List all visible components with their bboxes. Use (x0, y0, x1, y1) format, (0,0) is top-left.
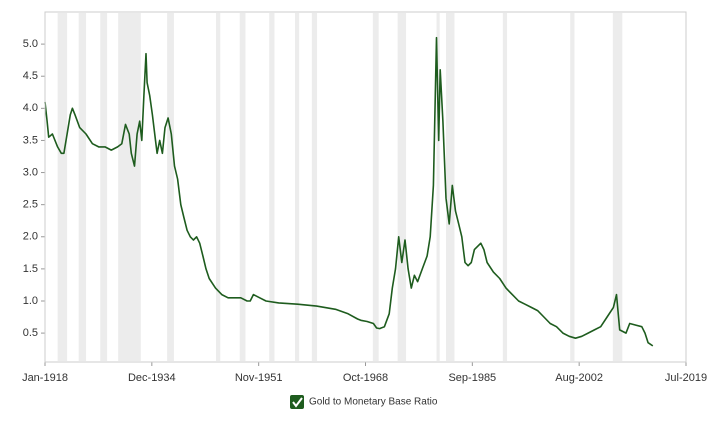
recession-band (118, 13, 141, 361)
x-tick-label: Oct-1968 (343, 372, 388, 384)
recession-band (100, 13, 108, 361)
recession-band (57, 13, 68, 361)
recession-band (294, 13, 300, 361)
x-tick-label: Nov-1951 (235, 372, 283, 384)
y-tick-label: 4.5 (23, 70, 38, 82)
x-tick-label: Jan-1918 (22, 372, 68, 384)
recession-band (239, 13, 246, 361)
y-tick-label: 0.5 (23, 327, 38, 339)
y-tick-label: 5.0 (23, 38, 38, 50)
recession-band (269, 13, 275, 361)
recession-band (612, 13, 623, 361)
recession-band (167, 13, 174, 361)
y-tick-label: 2.0 (23, 231, 38, 243)
plot-area (44, 11, 687, 363)
recession-band (397, 13, 407, 361)
x-tick-label: Sep-1985 (448, 372, 496, 384)
recession-band (372, 13, 379, 361)
y-tick-label: 4.0 (23, 102, 38, 114)
recession-band (502, 13, 508, 361)
x-tick-label: Dec-1934 (128, 372, 176, 384)
legend-item[interactable]: Gold to Monetary Base Ratio (290, 395, 438, 409)
recession-band (78, 13, 87, 361)
x-tick-label: Jul-2019 (665, 372, 707, 384)
recession-band (446, 13, 455, 361)
plot-area (44, 11, 687, 363)
recession-band (570, 13, 575, 361)
x-tick-label: Aug-2002 (555, 372, 603, 384)
legend-checkbox[interactable] (290, 395, 304, 409)
data-line (44, 36, 654, 347)
legend-label: Gold to Monetary Base Ratio (309, 397, 438, 408)
recession-band (436, 13, 440, 361)
legend-check (292, 397, 303, 408)
recession-band (216, 13, 221, 361)
y-tick-label: 2.5 (23, 199, 38, 211)
y-tick-label: 1.0 (23, 295, 38, 307)
y-tick-label: 3.0 (23, 166, 38, 178)
y-tick-label: 1.5 (23, 263, 38, 275)
y-tick-label: 3.5 (23, 134, 38, 146)
recession-band (311, 13, 318, 361)
